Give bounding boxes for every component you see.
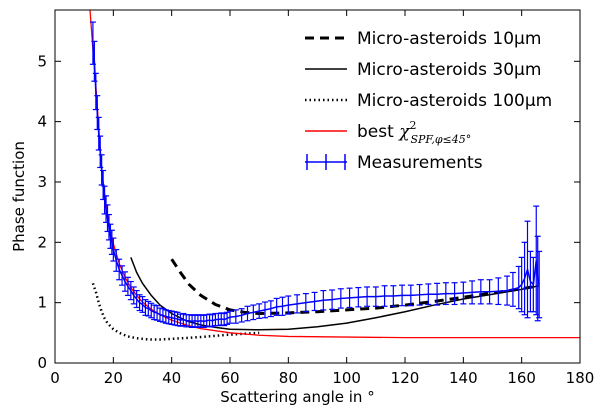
y-tick-label: 4 — [37, 113, 47, 131]
x-tick-label: 180 — [566, 369, 595, 387]
legend-entry: best χ2 SPF,φ≤45° — [305, 119, 471, 146]
legend-label: Micro-asteroids 30μm — [357, 60, 541, 80]
legend-label: Micro-asteroids 100μm — [357, 91, 552, 111]
x-tick-label: 160 — [507, 369, 536, 387]
x-tick-label: 20 — [104, 369, 123, 387]
y-axis-label: Phase function — [10, 141, 28, 252]
x-tick-label: 0 — [50, 369, 60, 387]
series-micro-asteroids-30-m-line — [130, 257, 540, 331]
series-micro-asteroids-30-m — [130, 257, 540, 331]
x-tick-label: 80 — [279, 369, 298, 387]
axes: 0 20 40 60 80 100 120 140 160 180 0 1 2 3 4 5 Scattering… — [10, 9, 595, 405]
series-measurements — [89, 21, 543, 328]
legend-label: Measurements — [357, 153, 483, 173]
legend: Micro-asteroids 10μm Micro-asteroids 30μm… — [305, 29, 552, 173]
x-tick-label: 60 — [220, 369, 239, 387]
legend-entry: Micro-asteroids 10μm — [305, 29, 541, 49]
x-tick-label: 120 — [391, 369, 420, 387]
y-tick-label: 3 — [37, 173, 47, 191]
measurements-line — [92, 43, 540, 323]
y-tick-label: 0 — [37, 354, 47, 372]
series-micro-asteroids-10-m-line — [170, 258, 540, 316]
axes-frame — [54, 9, 581, 364]
series-micro-asteroids-10-m — [170, 258, 540, 316]
x-tick-label: 40 — [162, 369, 181, 387]
legend-entry: Micro-asteroids 100μm — [305, 91, 552, 111]
x-tick-label: 100 — [332, 369, 361, 387]
legend-entry: Measurements — [305, 153, 483, 173]
plot-area — [89, 10, 580, 341]
legend-label: best χ2 SPF,φ≤45° — [357, 119, 471, 146]
legend-entry: Micro-asteroids 30μm — [305, 60, 541, 80]
x-axis-label: Scattering angle in ° — [220, 388, 374, 405]
y-tick-label: 1 — [37, 294, 47, 312]
y-tick-label: 2 — [37, 233, 47, 251]
legend-label: Micro-asteroids 10μm — [357, 29, 541, 49]
x-tick-label: 140 — [449, 369, 478, 387]
y-tick-label: 5 — [37, 52, 47, 70]
